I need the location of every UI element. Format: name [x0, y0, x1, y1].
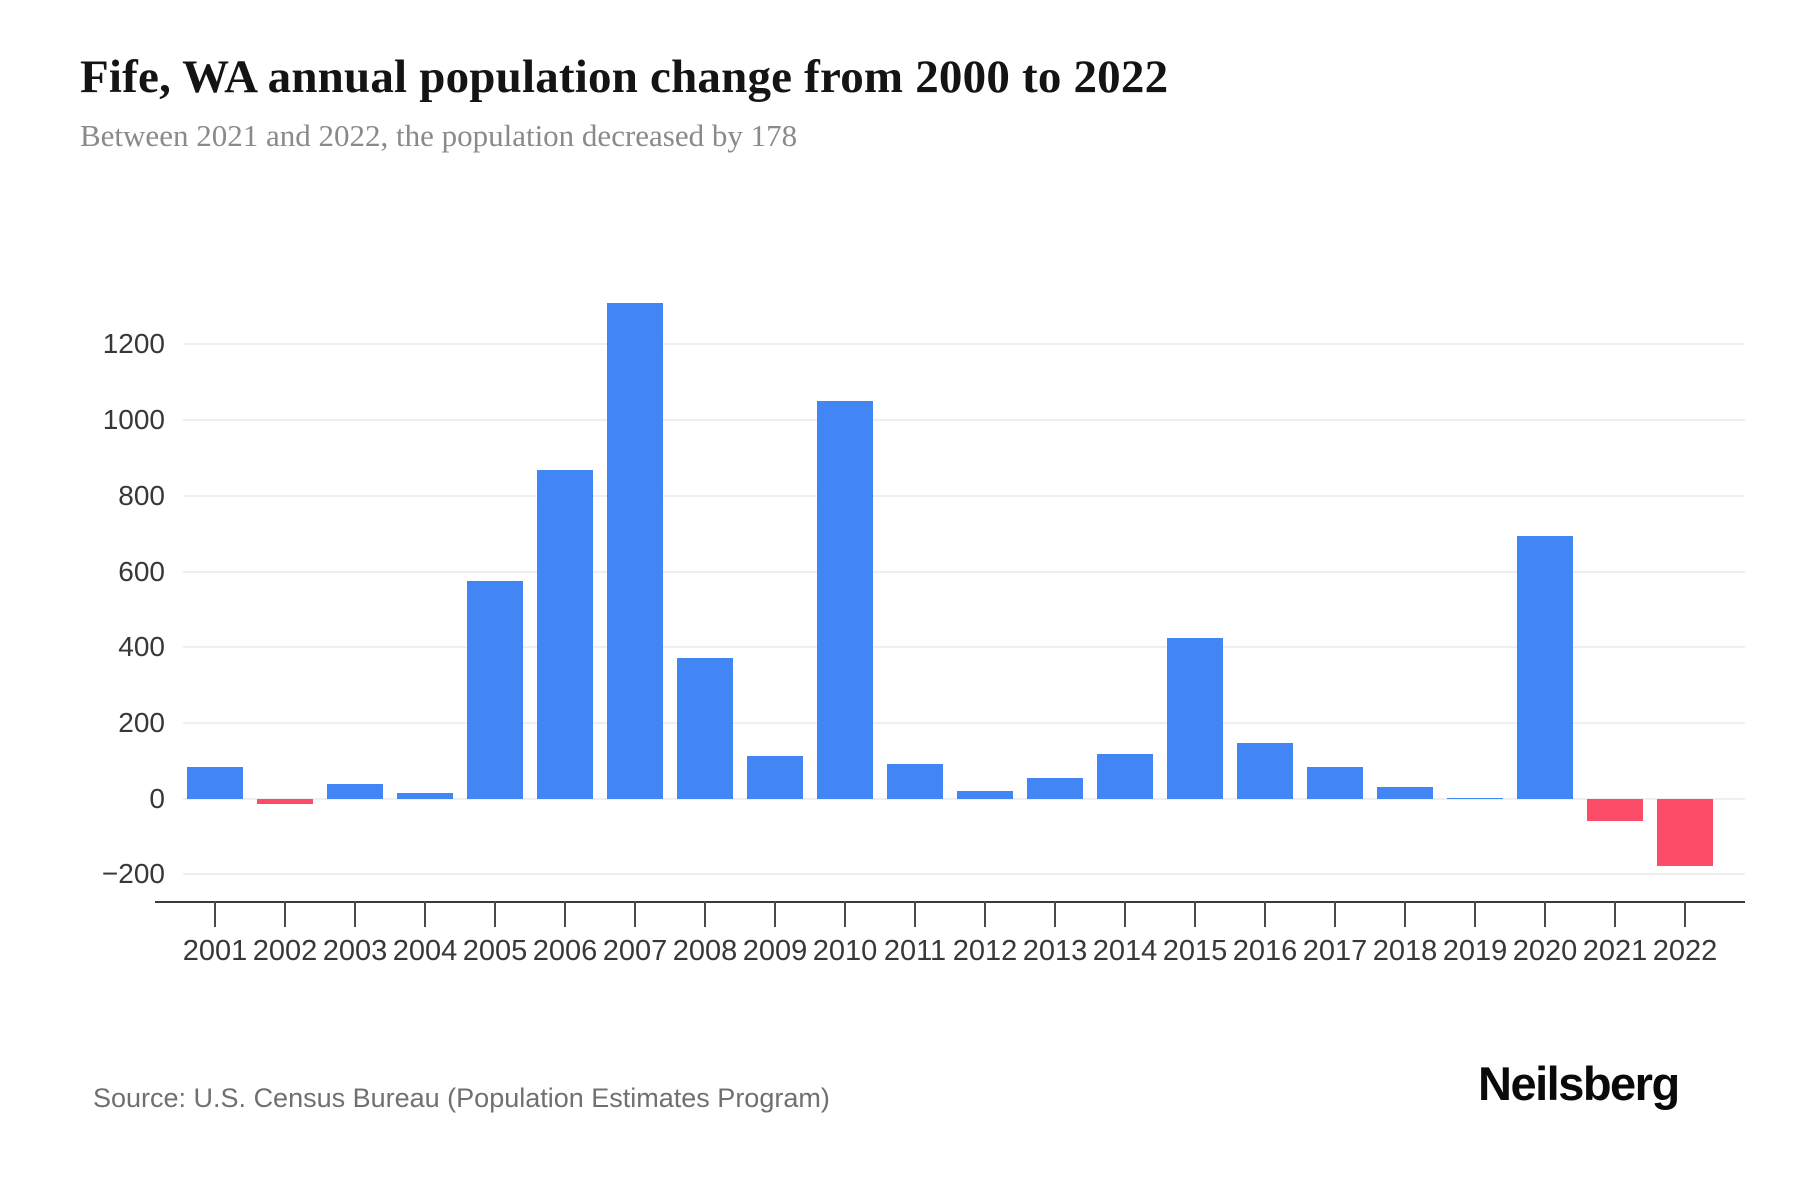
x-axis-tick-2019	[1474, 901, 1476, 927]
x-axis-tick-2013	[1054, 901, 1056, 927]
x-axis-tick-2020	[1544, 901, 1546, 927]
x-axis-tick-2001	[214, 901, 216, 927]
bar-2012[interactable]	[957, 790, 1013, 799]
x-axis-label-2003: 2003	[322, 935, 388, 967]
bar-2001[interactable]	[187, 766, 243, 799]
x-axis-tick-2022	[1684, 901, 1686, 927]
y-axis-label-1000: 1000	[102, 404, 165, 436]
x-axis-tick-2021	[1614, 901, 1616, 927]
bar-2003[interactable]	[327, 783, 383, 799]
y-axis-label--200: −200	[101, 858, 165, 890]
x-axis-label-2011: 2011	[883, 935, 947, 967]
chart-subtitle: Between 2021 and 2022, the population de…	[80, 118, 798, 153]
x-axis-label-2006: 2006	[532, 935, 598, 967]
bar-2002[interactable]	[257, 798, 313, 804]
bar-2011[interactable]	[887, 763, 943, 799]
y-axis-label-1200: 1200	[102, 328, 165, 360]
chart-title: Fife, WA annual population change from 2…	[80, 51, 1169, 103]
x-axis-label-2017: 2017	[1302, 935, 1368, 967]
x-axis-tick-2012	[984, 901, 986, 927]
x-axis-tick-2015	[1194, 901, 1196, 927]
bar-2009[interactable]	[747, 755, 803, 799]
x-axis-tick-2011	[914, 901, 916, 927]
x-axis-label-2004: 2004	[392, 935, 458, 967]
x-axis-label-2021: 2021	[1582, 935, 1648, 967]
x-axis-label-2016: 2016	[1232, 935, 1298, 967]
x-axis-line	[155, 901, 1745, 903]
gridline-600	[183, 570, 1745, 573]
x-axis-label-2007: 2007	[602, 935, 668, 967]
y-axis-label-200: 200	[118, 707, 165, 739]
x-axis-label-2012: 2012	[952, 935, 1018, 967]
bar-2006[interactable]	[537, 469, 593, 799]
x-axis-tick-2010	[844, 901, 846, 927]
bar-2005[interactable]	[467, 580, 523, 799]
bar-2017[interactable]	[1307, 766, 1363, 799]
x-axis-label-2008: 2008	[672, 935, 738, 967]
brand-logo[interactable]: Neilsberg	[1478, 1057, 1680, 1110]
y-axis-label-800: 800	[118, 479, 165, 511]
source-text: Source: U.S. Census Bureau (Population E…	[93, 1083, 830, 1113]
x-axis-tick-2008	[704, 901, 706, 927]
bar-2020[interactable]	[1517, 535, 1573, 799]
plot-area: 1200 1000 800 600 400 200 0 −200 2001 2002 2003 200…	[102, 280, 1745, 967]
gridline-400	[183, 646, 1745, 649]
gridline-200	[183, 722, 1745, 725]
gridline-800	[183, 494, 1745, 497]
gridline--200	[183, 873, 1745, 876]
x-axis-label-2018: 2018	[1372, 935, 1438, 967]
bar-2016[interactable]	[1237, 742, 1293, 799]
gridline-1000	[183, 419, 1745, 422]
gridline-0	[183, 797, 1745, 800]
x-axis-label-2019: 2019	[1442, 935, 1508, 967]
x-axis-tick-2018	[1404, 901, 1406, 927]
bar-2015[interactable]	[1167, 637, 1223, 799]
bar-2004[interactable]	[397, 792, 453, 799]
x-axis-tick-2007	[634, 901, 636, 927]
bar-2014[interactable]	[1097, 753, 1153, 799]
bar-2010[interactable]	[817, 400, 873, 799]
x-axis-tick-2006	[564, 901, 566, 927]
bar-2008[interactable]	[677, 657, 733, 799]
x-axis-tick-2016	[1264, 901, 1266, 927]
x-axis-label-2022: 2022	[1652, 935, 1718, 967]
x-axis-tick-2005	[494, 901, 496, 927]
y-axis-label-0: 0	[149, 782, 165, 814]
bar-2013[interactable]	[1027, 777, 1083, 799]
x-axis-label-2001: 2001	[182, 935, 248, 967]
y-axis-label-400: 400	[118, 631, 165, 663]
bar-2022[interactable]	[1657, 798, 1713, 866]
x-axis-tick-2014	[1124, 901, 1126, 927]
x-axis-label-2013: 2013	[1022, 935, 1088, 967]
x-axis-label-2014: 2014	[1092, 935, 1158, 967]
x-axis-tick-2017	[1334, 901, 1336, 927]
x-axis-tick-2002	[284, 901, 286, 927]
x-axis-tick-2003	[354, 901, 356, 927]
x-axis-label-2010: 2010	[812, 935, 878, 967]
bar-2021[interactable]	[1587, 798, 1643, 821]
y-axis-label-600: 600	[118, 555, 165, 587]
x-axis-label-2015: 2015	[1162, 935, 1228, 967]
x-axis-tick-2004	[424, 901, 426, 927]
x-axis-label-2020: 2020	[1512, 935, 1578, 967]
x-axis-label-2005: 2005	[462, 935, 528, 967]
bar-2007[interactable]	[607, 302, 663, 799]
x-axis-label-2002: 2002	[252, 935, 318, 967]
x-axis-label-2009: 2009	[742, 935, 808, 967]
gridline-1200	[183, 343, 1745, 346]
bar-2018[interactable]	[1377, 786, 1433, 799]
x-axis-tick-2009	[774, 901, 776, 927]
bar-2019[interactable]	[1447, 797, 1503, 799]
